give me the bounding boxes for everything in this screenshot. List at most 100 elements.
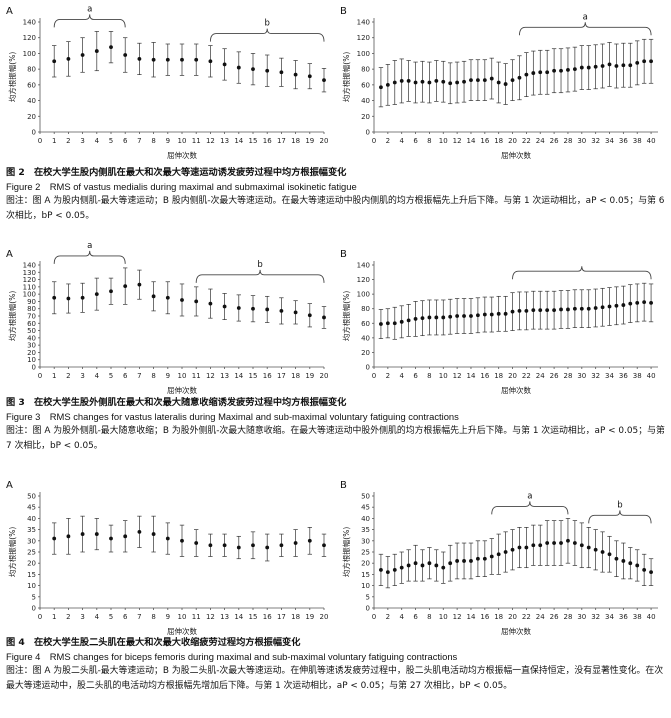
y-tick-label: 80 <box>27 305 36 313</box>
significance-brace <box>512 266 652 280</box>
data-point <box>448 81 453 86</box>
y-tick-label: 80 <box>361 66 370 74</box>
data-point <box>628 301 633 306</box>
data-point <box>552 308 556 313</box>
data-point <box>531 308 536 313</box>
x-tick-label: 0 <box>372 137 376 145</box>
y-tick-label: 80 <box>27 66 36 74</box>
x-tick-label: 18 <box>291 137 300 145</box>
figure3-caption-cn: 图 3 在校大学生股外侧肌在最大和次最大随意收缩诱发疲劳过程中均方根振幅变化 <box>6 397 347 408</box>
x-tick-label: 1 <box>52 137 56 145</box>
x-tick-label: 26 <box>550 372 559 380</box>
data-point <box>80 532 85 536</box>
x-tick-label: 2 <box>386 137 390 145</box>
data-point <box>165 295 170 300</box>
data-point <box>379 568 383 572</box>
data-point <box>427 315 432 320</box>
y-tick-label: 25 <box>27 549 36 557</box>
y-tick-label: 30 <box>361 537 370 545</box>
x-tick-label: 8 <box>427 613 431 621</box>
data-point <box>455 80 460 85</box>
x-tick-label: 20 <box>320 613 329 621</box>
data-point <box>208 543 213 548</box>
y-tick-label: 35 <box>27 526 36 534</box>
y-tick-label: 120 <box>23 34 36 42</box>
x-axis-label: 屈伸次数 <box>167 150 197 160</box>
panel-letter: B <box>340 249 347 260</box>
data-point <box>503 82 508 86</box>
y-tick-label: 60 <box>27 320 36 328</box>
x-tick-label: 4 <box>399 372 404 380</box>
significance-label: b <box>617 500 622 510</box>
data-point <box>385 82 390 87</box>
data-point <box>222 304 227 309</box>
data-point <box>538 70 543 75</box>
data-point <box>482 78 487 83</box>
x-tick-label: 4 <box>95 137 100 145</box>
data-point <box>593 306 598 310</box>
figure3-panel-b: B 0 20 40 60 80 100 120 140 0 2 4 6 8 10 12 14 16 18 20 22 24… <box>338 247 666 397</box>
data-point <box>392 321 397 326</box>
x-tick-label: 12 <box>206 137 215 145</box>
data-point <box>593 547 598 552</box>
data-point <box>635 563 640 568</box>
data-point <box>517 309 522 313</box>
data-point <box>607 62 612 67</box>
data-point <box>566 68 570 72</box>
y-tick-label: 40 <box>27 515 36 523</box>
significance-label: a <box>87 241 92 251</box>
data-point <box>109 45 113 50</box>
data-point <box>194 299 199 304</box>
data-point <box>469 559 473 563</box>
x-tick-label: 22 <box>522 137 531 145</box>
y-tick-label: 60 <box>27 81 36 89</box>
x-tick-label: 16 <box>263 372 272 380</box>
y-tick-label: 45 <box>361 504 370 512</box>
x-tick-label: 30 <box>577 372 586 380</box>
x-tick-label: 16 <box>480 137 489 145</box>
x-tick-label: 15 <box>249 372 258 380</box>
data-point <box>165 57 170 62</box>
y-tick-label: 140 <box>23 19 36 27</box>
x-tick-label: 10 <box>178 372 187 380</box>
data-point <box>265 545 270 550</box>
x-tick-label: 2 <box>66 372 70 380</box>
data-point <box>524 309 529 313</box>
y-tick-label: 140 <box>357 19 370 27</box>
data-point <box>307 313 312 318</box>
figure3-panel-a: A 0 10 20 30 40 50 60 70 80 90 100 110 120 130 140 0 1 2 3 4… <box>4 241 332 397</box>
data-point <box>322 543 326 548</box>
data-point <box>635 300 640 305</box>
data-point <box>559 541 563 545</box>
y-tick-label: 0 <box>366 364 370 372</box>
x-tick-label: 36 <box>619 372 628 380</box>
y-tick-label: 10 <box>27 356 36 364</box>
y-axis-label: 均方根振幅(%) <box>7 52 17 103</box>
data-point <box>80 53 85 57</box>
data-point <box>552 68 556 73</box>
data-point <box>635 60 640 65</box>
x-tick-label: 28 <box>563 372 572 380</box>
figure2-caption: 图 2 在校大学生股内侧肌在最大和次最大等速运动诱发疲劳过程中均方根振幅变化 F… <box>6 166 666 224</box>
figure3-caption-note: 图注：图 A 为股外侧肌-最大随意收缩；B 为股外侧肌-次最大随意收缩。在最大等… <box>6 426 665 451</box>
data-point <box>279 543 284 548</box>
data-point <box>251 67 255 72</box>
y-tick-label: 10 <box>27 582 36 590</box>
x-tick-label: 14 <box>467 137 476 145</box>
x-tick-label: 12 <box>206 372 215 380</box>
data-point <box>649 300 653 305</box>
data-point <box>579 306 584 311</box>
y-tick-label: 100 <box>23 50 36 58</box>
data-point <box>614 556 619 561</box>
x-tick-label: 4 <box>399 137 404 145</box>
figure4-panel-a: A 0 5 10 15 20 25 30 35 40 45 50 0 1 2 3 4 5 6 7 8 9 10 11 12 13 1… <box>4 478 332 638</box>
x-tick-label: 26 <box>550 137 559 145</box>
data-point <box>194 57 199 62</box>
data-point <box>251 543 255 548</box>
x-tick-label: 36 <box>619 613 628 621</box>
x-tick-label: 3 <box>80 372 84 380</box>
x-tick-label: 20 <box>320 372 329 380</box>
y-tick-label: 0 <box>32 364 36 372</box>
y-tick-label: 120 <box>23 276 36 284</box>
